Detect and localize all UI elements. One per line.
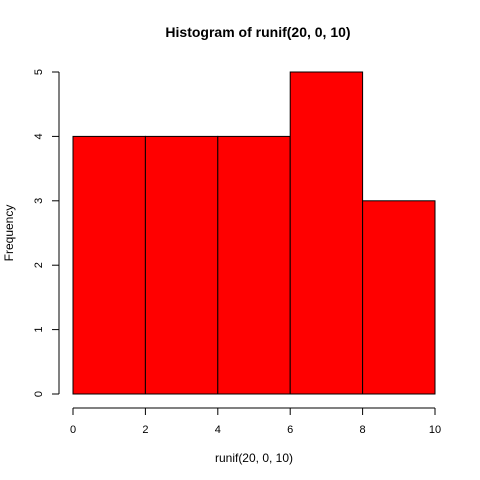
x-tick-label-5: 10 (429, 424, 441, 436)
chart-title: Histogram of runif(20, 0, 10) (165, 24, 350, 40)
x-axis: 0 2 4 6 8 10 (70, 407, 441, 436)
histogram-bar-0 (72, 135, 146, 395)
y-tick-label-1: 1 (33, 327, 45, 333)
x-tick-label-2: 4 (215, 424, 221, 436)
histogram-bar-1 (144, 135, 219, 395)
y-tick-label-4: 4 (33, 133, 45, 139)
x-axis-label: runif(20, 0, 10) (215, 451, 293, 465)
y-tick-label-2: 2 (33, 262, 45, 268)
histogram-bar-4 (362, 200, 436, 395)
y-tick-label-3: 3 (33, 198, 45, 204)
x-tick-label-4: 8 (360, 424, 366, 436)
x-tick-label-0: 0 (70, 424, 76, 436)
y-tick-label-0: 0 (33, 391, 45, 397)
y-tick-label-5: 5 (33, 69, 45, 75)
x-tick-label-1: 2 (142, 424, 148, 436)
bars-group (72, 71, 436, 395)
histogram-bar-3 (289, 71, 364, 395)
y-axis: 0 1 2 3 4 5 (33, 69, 60, 397)
x-tick-label-3: 6 (287, 424, 293, 436)
y-axis-label: Frequency (2, 205, 16, 262)
histogram-bar-2 (217, 135, 291, 395)
